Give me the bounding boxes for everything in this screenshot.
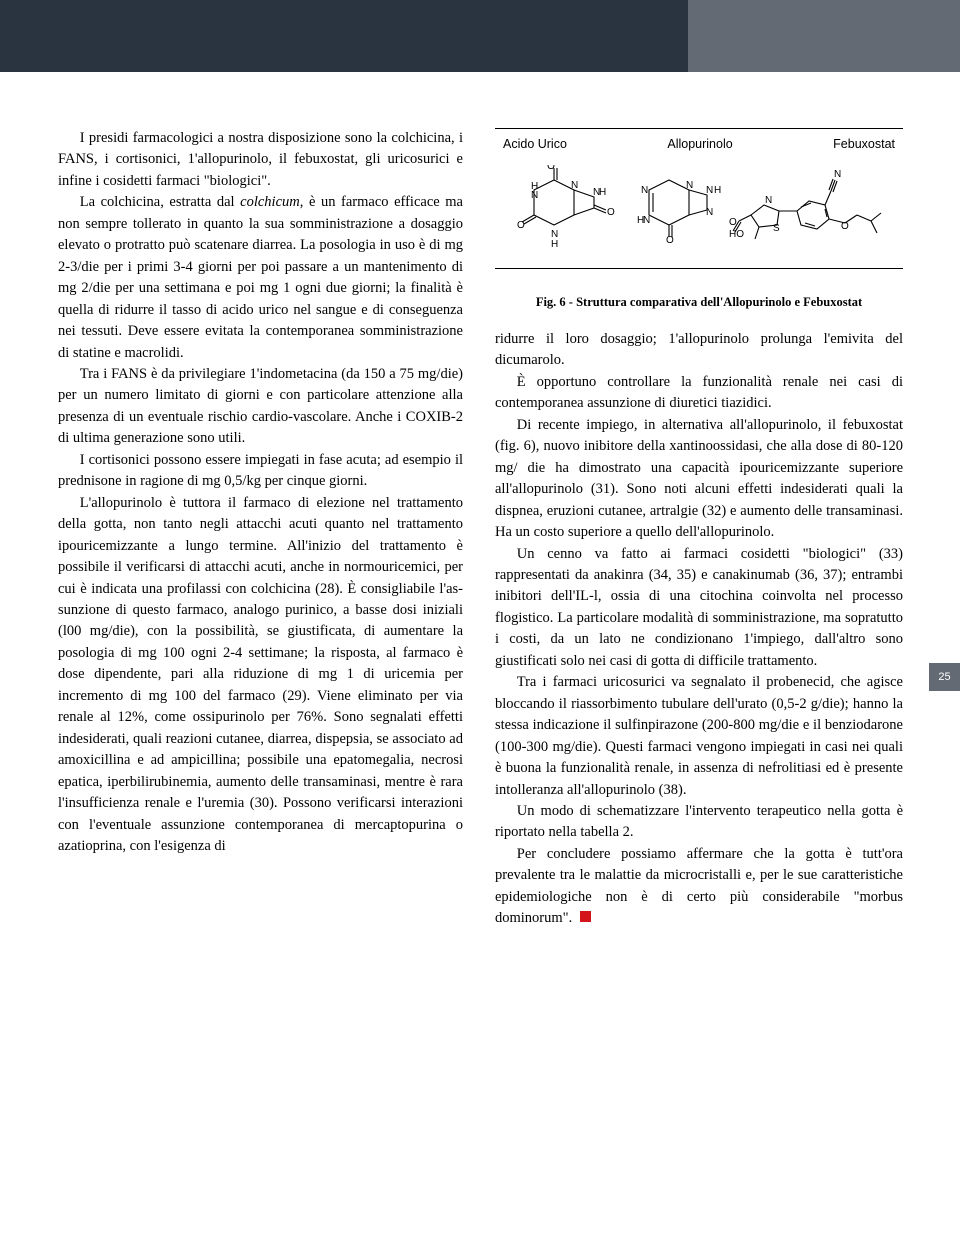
svg-text:O: O (666, 235, 674, 246)
content-area: I presidi farmacologici a nostra disposi… (58, 128, 903, 930)
paragraph: Di recente impiego, in alternativa all'a… (495, 415, 903, 544)
figure-label: Acido Urico (503, 135, 567, 154)
svg-text:N: N (834, 169, 841, 180)
text: Per concludere possiamo affermare che la… (495, 846, 903, 926)
svg-text:N: N (706, 185, 713, 196)
svg-text:HO: HO (729, 229, 744, 240)
right-column: Acido Urico Allopurinolo Febuxostat (495, 128, 903, 930)
figure-label: Febuxostat (833, 135, 895, 154)
molecule-febuxostat: HO O N S N O (729, 165, 899, 255)
left-column: I presidi farmacologici a nostra disposi… (58, 128, 463, 930)
header-right-block (688, 0, 960, 72)
text: ridurre il loro dosaggio; 1'allopurinolo… (495, 331, 903, 368)
molecule-acido-urico: O O O N HN NH NH (499, 165, 619, 255)
svg-text:O: O (547, 165, 555, 172)
paragraph: Un cenno va fatto ai farmaci cosidetti "… (495, 544, 903, 673)
paragraph: Tra i farmaci uricosurici va segnalato i… (495, 672, 903, 801)
svg-text:N: N (571, 180, 578, 191)
svg-text:O: O (841, 221, 849, 232)
paragraph: ridurre il loro dosaggio; 1'allopurinolo… (495, 329, 903, 372)
text: La colchicina, estratta dal (80, 194, 240, 210)
text-italic: colchicum (240, 194, 300, 210)
paragraph: L'allopurinolo è tuttora il farmaco di e… (58, 493, 463, 858)
molecule-allopurinolo: O N N NH N HN (619, 165, 729, 255)
paragraph: Un modo di schematizzare l'intervento te… (495, 801, 903, 844)
paragraph: I presidi farmacologici a nostra disposi… (58, 128, 463, 192)
svg-text:N: N (686, 180, 693, 191)
svg-text:N: N (641, 185, 648, 196)
text: , è un farmaco efficace ma non sempre to… (58, 194, 463, 360)
svg-text:H: H (551, 239, 558, 250)
svg-text:N: N (765, 195, 772, 206)
text: I presidi farmacologici a nostra disposi… (58, 130, 463, 189)
svg-text:H: H (714, 185, 721, 196)
svg-text:H: H (599, 187, 606, 198)
figure-label: Allopurinolo (667, 135, 732, 154)
svg-text:N: N (706, 207, 713, 218)
figure-caption: Fig. 6 - Struttura comparativa dell'Allo… (495, 283, 903, 330)
paragraph: La colchicina, estratta dal colchicum, è… (58, 192, 463, 364)
paragraph: Tra i FANS è da privilegiare 1'indometac… (58, 364, 463, 450)
svg-text:S: S (773, 223, 780, 234)
page-number: 25 (938, 671, 950, 683)
figure-labels: Acido Urico Allopurinolo Febuxostat (495, 135, 903, 158)
svg-text:O: O (729, 217, 737, 228)
figure-6: Acido Urico Allopurinolo Febuxostat (495, 128, 903, 269)
svg-text:N: N (531, 190, 538, 201)
paragraph: I cortisonici possono essere impiegati i… (58, 450, 463, 493)
paragraph: È opportuno controllare la funzionalità … (495, 372, 903, 415)
page-number-tab: 25 (929, 663, 960, 691)
paragraph: Per concludere possiamo affermare che la… (495, 844, 903, 930)
svg-text:N: N (643, 215, 650, 226)
end-square-icon (580, 911, 591, 922)
svg-text:O: O (517, 220, 525, 231)
figure-molecules: O O O N HN NH NH (495, 158, 903, 268)
svg-text:O: O (607, 207, 615, 218)
